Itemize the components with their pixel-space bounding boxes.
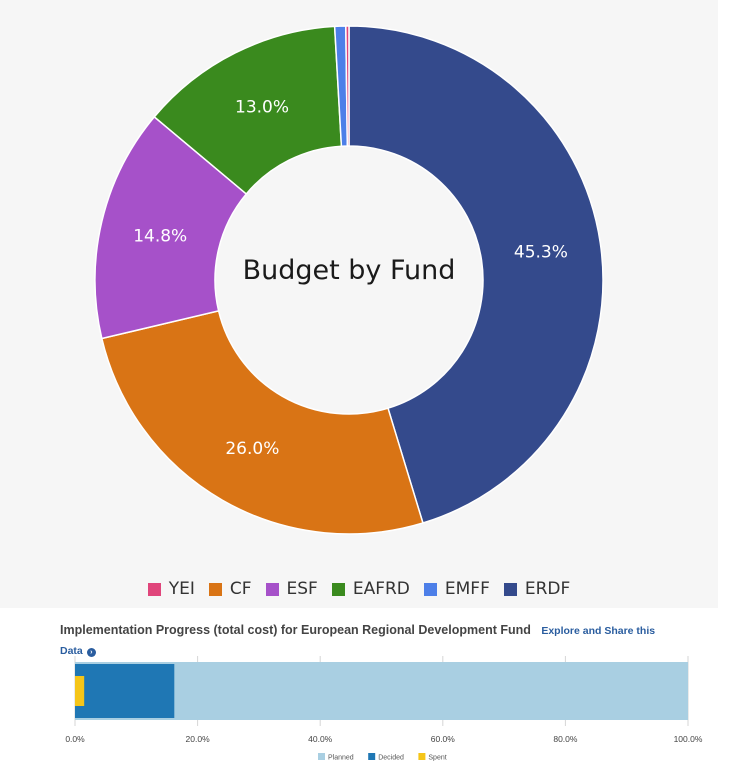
- donut-center-title: Budget by Fund: [243, 255, 456, 286]
- slice-label-esf: 14.8%: [133, 226, 187, 246]
- legend-item-yei[interactable]: YEI: [147, 579, 195, 599]
- legend-item-cf[interactable]: CF: [208, 579, 252, 599]
- progress-title: Implementation Progress (total cost) for…: [60, 623, 531, 637]
- donut-chart: 45.3% 26.0% 14.8% 13.0% Budget by Fund: [94, 25, 604, 535]
- legend-label: ERDF: [524, 579, 571, 599]
- x-tick-label: 100.0%: [674, 734, 703, 744]
- donut-slice-yei[interactable]: [345, 25, 350, 147]
- progress-legend-decided: Decided: [378, 755, 404, 762]
- progress-title-block: Implementation Progress (total cost) for…: [60, 621, 710, 661]
- implementation-progress-panel: Implementation Progress (total cost) for…: [0, 608, 748, 773]
- x-tick-label: 80.0%: [553, 734, 578, 744]
- slice-label-eafrd: 13.0%: [235, 98, 289, 118]
- bar-planned[interactable]: [75, 662, 688, 720]
- legend-label: EAFRD: [352, 579, 410, 599]
- progress-legend-swatch: [418, 753, 426, 760]
- progress-bar-chart: 0.0% 20.0% 40.0% 60.0% 80.0% 100.0% Planned De…: [65, 656, 703, 762]
- bar-decided[interactable]: [75, 664, 175, 718]
- explore-share-link[interactable]: Explore and Share this: [541, 625, 656, 637]
- legend-swatch: [331, 582, 345, 596]
- legend-item-erdf[interactable]: ERDF: [503, 579, 571, 599]
- legend-swatch: [423, 582, 437, 596]
- budget-by-fund-panel: 45.3% 26.0% 14.8% 13.0% Budget by Fund YEI C…: [0, 25, 718, 604]
- legend-label: YEI: [168, 579, 195, 599]
- progress-legend-spent: Spent: [428, 755, 446, 762]
- x-tick-label: 40.0%: [308, 734, 333, 744]
- slice-label-erdf: 45.3%: [514, 242, 568, 262]
- legend-label: ESF: [286, 579, 318, 599]
- x-tick-label: 60.0%: [431, 734, 456, 744]
- explore-share-link-cont[interactable]: Data: [60, 645, 83, 657]
- legend-swatch: [208, 582, 222, 596]
- legend-swatch: [147, 582, 161, 596]
- x-tick-label: 20.0%: [186, 734, 211, 744]
- donut-slice-erdf[interactable]: [348, 25, 604, 524]
- legend-item-emff[interactable]: EMFF: [423, 579, 490, 599]
- legend-item-eafrd[interactable]: EAFRD: [331, 579, 410, 599]
- donut-slice-cf[interactable]: [100, 309, 424, 535]
- legend-swatch: [265, 582, 279, 596]
- legend-label: EMFF: [444, 579, 490, 599]
- legend-swatch: [503, 582, 517, 596]
- donut-slice-esf[interactable]: [94, 115, 248, 340]
- progress-legend-swatch: [368, 753, 376, 760]
- slice-label-cf: 26.0%: [225, 439, 279, 459]
- progress-legend-planned: Planned: [328, 755, 354, 762]
- progress-legend-swatch: [318, 753, 325, 760]
- bar-spent[interactable]: [75, 676, 85, 706]
- legend-label: CF: [229, 579, 252, 599]
- donut-legend: YEI CF ESF EAFRD EMFF ERDF: [0, 574, 718, 604]
- x-tick-label: 0.0%: [65, 734, 85, 744]
- legend-item-esf[interactable]: ESF: [265, 579, 318, 599]
- chevron-right-circle-icon[interactable]: ›: [86, 648, 96, 657]
